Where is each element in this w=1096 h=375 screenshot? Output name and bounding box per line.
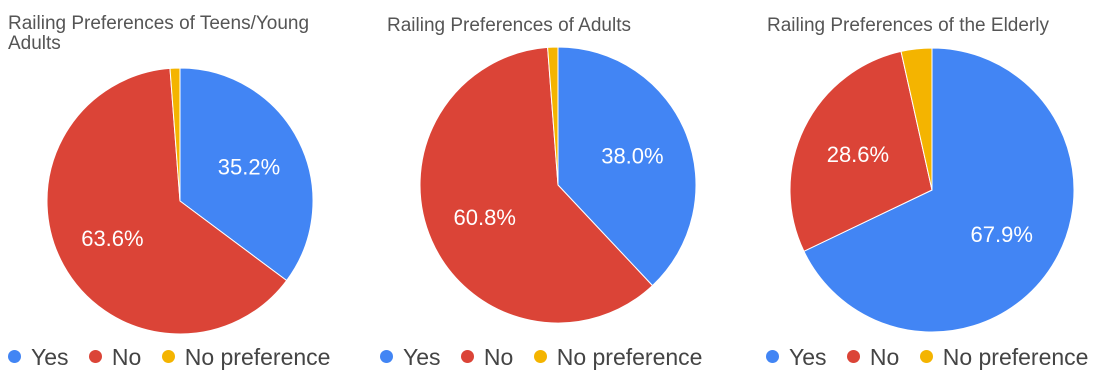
data-label-no: 28.6% bbox=[827, 142, 889, 167]
data-label-yes: 35.2% bbox=[218, 154, 280, 179]
legend-label: No preference bbox=[556, 344, 703, 370]
pie-chart-adults: 38.0% 60.8% bbox=[419, 46, 697, 324]
pie-slice-no[interactable] bbox=[419, 46, 654, 324]
pie-slice-no[interactable] bbox=[46, 67, 288, 335]
chart-title-line: Adults bbox=[8, 33, 61, 54]
legend-item-yes[interactable]: Yes bbox=[766, 344, 827, 371]
chart-panel-teens: Railing Preferences of Teens/Young Adult… bbox=[0, 0, 365, 375]
legend-swatch-no-preference bbox=[161, 350, 175, 363]
pie-slice-yes[interactable] bbox=[179, 67, 314, 282]
data-label-no: 63.6% bbox=[81, 226, 143, 251]
data-label-yes: 38.0% bbox=[601, 144, 663, 169]
pie-slice-no-preference[interactable] bbox=[169, 67, 181, 202]
legend-label: No bbox=[111, 344, 142, 370]
legend-swatch-no bbox=[460, 350, 474, 363]
pie-slice-no-preference[interactable] bbox=[547, 46, 559, 186]
legend-item-no-preference[interactable]: No preference bbox=[533, 344, 703, 371]
legend-item-no[interactable]: No bbox=[846, 344, 900, 371]
data-label-yes: 67.9% bbox=[971, 222, 1033, 247]
chart-title: Railing Preferences of the Elderly bbox=[767, 16, 1096, 36]
chart-title: Railing Preferences of Teens/Young Adult… bbox=[8, 14, 365, 54]
legend: Yes No No preference bbox=[380, 344, 716, 371]
chart-panel-adults: Railing Preferences of Adults 38.0% 60.8%… bbox=[375, 0, 735, 375]
legend-item-no[interactable]: No bbox=[460, 344, 514, 371]
legend-swatch-yes bbox=[380, 350, 393, 363]
pie-chart-elderly: 67.9% 28.6% bbox=[789, 47, 1075, 333]
legend-label: No bbox=[483, 344, 514, 370]
legend-swatch-no-preference bbox=[533, 350, 547, 363]
legend-swatch-no-preference bbox=[919, 350, 933, 363]
legend: Yes No No preference bbox=[8, 344, 344, 371]
legend-label: No preference bbox=[184, 344, 331, 370]
data-label-no: 60.8% bbox=[454, 205, 516, 230]
chart-title: Railing Preferences of Adults bbox=[387, 16, 735, 36]
legend-item-yes[interactable]: Yes bbox=[8, 344, 69, 371]
pie-slice-no-preference[interactable] bbox=[900, 47, 933, 191]
chart-title-line: Railing Preferences of Adults bbox=[387, 15, 631, 36]
legend-label: Yes bbox=[31, 344, 69, 370]
legend-swatch-no bbox=[88, 350, 102, 363]
legend-label: Yes bbox=[403, 344, 441, 370]
legend-item-no-preference[interactable]: No preference bbox=[919, 344, 1089, 371]
chart-title-line: Railing Preferences of Teens/Young bbox=[8, 13, 310, 34]
legend-swatch-yes bbox=[766, 350, 779, 363]
chart-panel-elderly: Railing Preferences of the Elderly 67.9%… bbox=[760, 0, 1096, 375]
legend-swatch-no bbox=[846, 350, 860, 363]
chart-title-line: Railing Preferences of the Elderly bbox=[767, 15, 1049, 36]
legend-label: Yes bbox=[789, 344, 827, 370]
pie-chart-teens: 35.2% 63.6% bbox=[46, 67, 314, 335]
legend-label: No preference bbox=[942, 344, 1089, 370]
legend-item-no[interactable]: No bbox=[88, 344, 142, 371]
legend-item-yes[interactable]: Yes bbox=[380, 344, 441, 371]
pie-slice-yes[interactable] bbox=[557, 46, 697, 287]
legend-swatch-yes bbox=[8, 350, 21, 363]
legend-label: No bbox=[869, 344, 900, 370]
legend: Yes No No preference bbox=[766, 344, 1096, 371]
legend-item-no-preference[interactable]: No preference bbox=[161, 344, 331, 371]
pie-slice-no[interactable] bbox=[789, 50, 933, 252]
pie-slice-yes[interactable] bbox=[803, 47, 1075, 333]
